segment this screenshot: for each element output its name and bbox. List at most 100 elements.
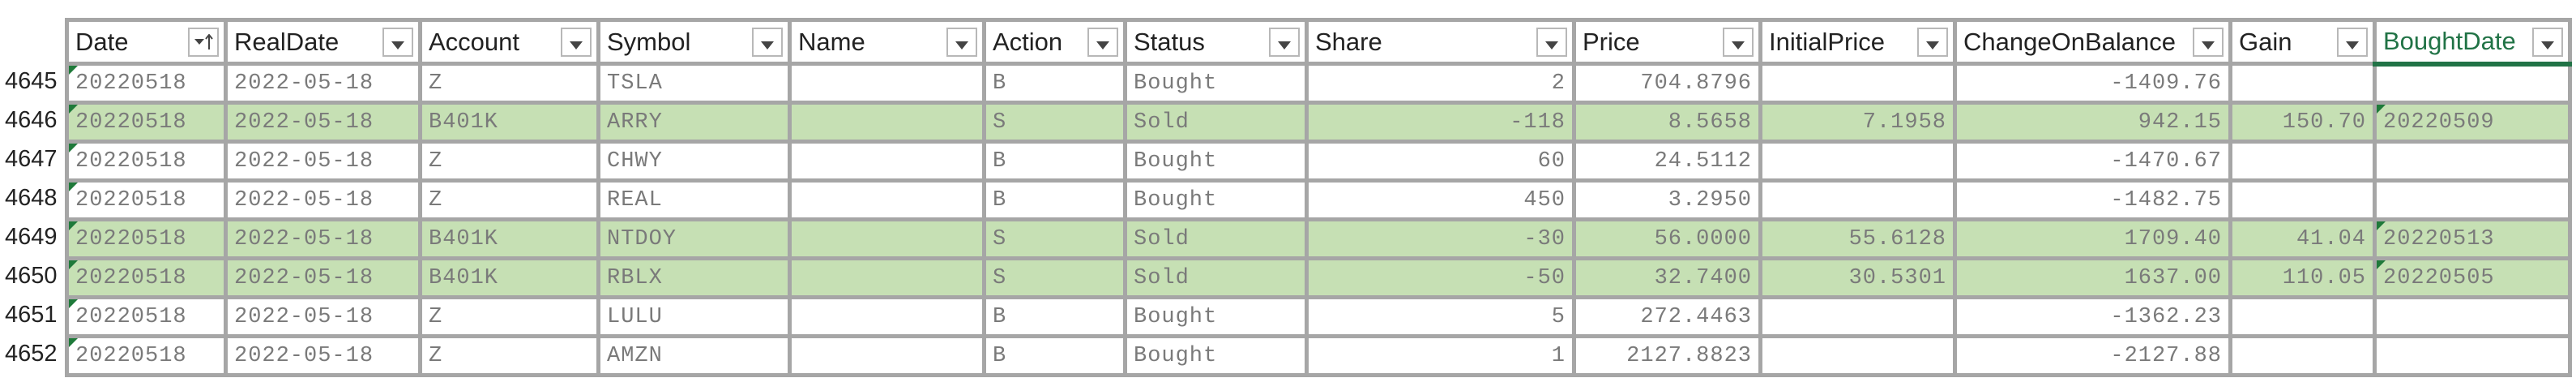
cell-initialprice[interactable]: 7.1958 [1758,101,1957,144]
cell-status[interactable]: Bought [1123,140,1309,183]
cell-changeonbalance[interactable]: -1482.75 [1953,178,2232,221]
sort-filter-button[interactable] [188,28,219,57]
filter-dropdown-button[interactable] [2193,28,2224,57]
filter-dropdown-button[interactable] [1269,28,1300,57]
cell-symbol[interactable]: AMZN [596,334,792,377]
cell-account[interactable]: Z [418,140,600,183]
cell-account[interactable]: Z [418,295,600,338]
filter-dropdown-button[interactable] [561,28,592,57]
cell-initialprice[interactable] [1758,334,1957,377]
cell-status[interactable]: Bought [1123,62,1309,105]
column-header-changeonbalance[interactable]: ChangeOnBalance [1953,18,2232,66]
cell-date[interactable]: 20220518 [65,178,228,221]
cell-name[interactable] [788,178,986,221]
cell-initialprice[interactable] [1758,178,1957,221]
column-header-gain[interactable]: Gain [2228,18,2377,66]
row-number[interactable]: 4650 [5,263,58,289]
cell-action[interactable]: S [982,217,1127,260]
cell-changeonbalance[interactable]: 1709.40 [1953,217,2232,260]
cell-action[interactable]: B [982,295,1127,338]
cell-name[interactable] [788,256,986,299]
row-number[interactable]: 4651 [5,302,58,328]
cell-price[interactable]: 8.5658 [1572,101,1762,144]
cell-date[interactable]: 20220518 [65,217,228,260]
cell-status[interactable]: Bought [1123,334,1309,377]
column-header-date[interactable]: Date [65,18,228,66]
column-header-name[interactable]: Name [788,18,986,66]
filter-dropdown-button[interactable] [1917,28,1948,57]
cell-gain[interactable]: 110.05 [2228,256,2377,299]
filter-dropdown-button[interactable] [1536,28,1567,57]
cell-date[interactable]: 20220518 [65,101,228,144]
cell-changeonbalance[interactable]: -1409.76 [1953,62,2232,105]
cell-realdate[interactable]: 2022-05-18 [224,217,422,260]
column-header-initialprice[interactable]: InitialPrice [1758,18,1957,66]
cell-symbol[interactable]: TSLA [596,62,792,105]
filter-dropdown-button[interactable] [2337,28,2368,57]
row-number[interactable]: 4652 [5,341,58,367]
cell-name[interactable] [788,101,986,144]
cell-boughtdate[interactable] [2373,62,2572,105]
cell-gain[interactable] [2228,334,2377,377]
filter-dropdown-button[interactable] [752,28,783,57]
cell-share[interactable]: 450 [1305,178,1576,221]
cell-share[interactable]: 5 [1305,295,1576,338]
cell-account[interactable]: Z [418,62,600,105]
cell-price[interactable]: 272.4463 [1572,295,1762,338]
cell-gain[interactable] [2228,295,2377,338]
cell-initialprice[interactable]: 55.6128 [1758,217,1957,260]
column-header-boughtdate[interactable]: BoughtDate [2373,18,2572,67]
cell-price[interactable]: 24.5112 [1572,140,1762,183]
cell-action[interactable]: B [982,140,1127,183]
cell-price[interactable]: 3.2950 [1572,178,1762,221]
cell-share[interactable]: 1 [1305,334,1576,377]
filter-dropdown-button[interactable] [946,28,977,57]
cell-initialprice[interactable] [1758,295,1957,338]
column-header-price[interactable]: Price [1572,18,1762,66]
cell-realdate[interactable]: 2022-05-18 [224,256,422,299]
cell-boughtdate[interactable] [2373,334,2572,377]
cell-status[interactable]: Sold [1123,101,1309,144]
cell-name[interactable] [788,140,986,183]
row-number[interactable]: 4648 [5,185,58,211]
cell-gain[interactable] [2228,178,2377,221]
cell-name[interactable] [788,295,986,338]
cell-realdate[interactable]: 2022-05-18 [224,295,422,338]
cell-realdate[interactable]: 2022-05-18 [224,62,422,105]
cell-gain[interactable]: 41.04 [2228,217,2377,260]
cell-gain[interactable]: 150.70 [2228,101,2377,144]
column-header-status[interactable]: Status [1123,18,1309,66]
cell-account[interactable]: Z [418,178,600,221]
cell-boughtdate[interactable]: 20220509 [2373,101,2572,144]
cell-share[interactable]: 2 [1305,62,1576,105]
cell-price[interactable]: 704.8796 [1572,62,1762,105]
cell-date[interactable]: 20220518 [65,140,228,183]
cell-symbol[interactable]: NTDOY [596,217,792,260]
cell-realdate[interactable]: 2022-05-18 [224,334,422,377]
cell-gain[interactable] [2228,62,2377,105]
cell-status[interactable]: Bought [1123,178,1309,221]
cell-symbol[interactable]: REAL [596,178,792,221]
cell-changeonbalance[interactable]: -1362.23 [1953,295,2232,338]
cell-price[interactable]: 2127.8823 [1572,334,1762,377]
cell-boughtdate[interactable] [2373,178,2572,221]
cell-date[interactable]: 20220518 [65,256,228,299]
column-header-account[interactable]: Account [418,18,600,66]
filter-dropdown-button[interactable] [1723,28,1754,57]
row-number[interactable]: 4647 [5,146,58,172]
cell-share[interactable]: -30 [1305,217,1576,260]
cell-date[interactable]: 20220518 [65,295,228,338]
cell-symbol[interactable]: ARRY [596,101,792,144]
cell-account[interactable]: B401K [418,101,600,144]
cell-symbol[interactable]: RBLX [596,256,792,299]
cell-realdate[interactable]: 2022-05-18 [224,140,422,183]
cell-date[interactable]: 20220518 [65,334,228,377]
cell-symbol[interactable]: CHWY [596,140,792,183]
row-number[interactable]: 4646 [5,107,58,133]
cell-boughtdate[interactable] [2373,140,2572,183]
column-header-realdate[interactable]: RealDate [224,18,422,66]
cell-boughtdate[interactable]: 20220513 [2373,217,2572,260]
cell-action[interactable]: B [982,334,1127,377]
cell-account[interactable]: Z [418,334,600,377]
row-number[interactable]: 4649 [5,224,58,250]
